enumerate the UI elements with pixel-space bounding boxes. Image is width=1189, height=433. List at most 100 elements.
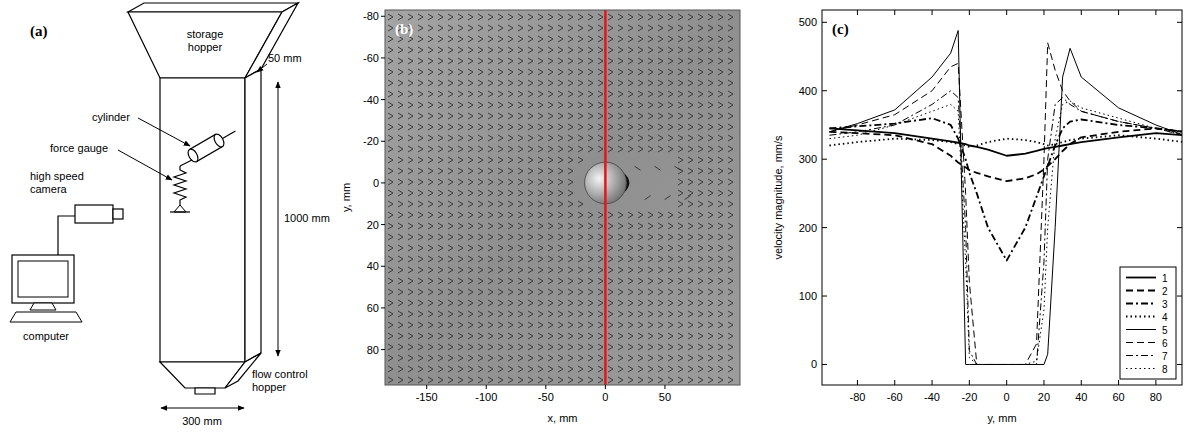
monitor [12, 255, 74, 303]
label: 50 mm [268, 52, 302, 64]
x-tick [1043, 380, 1044, 385]
y-tick-label: -20 [363, 135, 379, 147]
y-tick [381, 307, 385, 308]
cable [58, 216, 75, 255]
y-tick-label: 0 [811, 358, 817, 370]
panel-a: storagehopper50 mm1000 mmcylinderforce g… [10, 3, 330, 427]
wake-arrows [635, 166, 691, 199]
screen [18, 261, 68, 297]
label: storagehopper [187, 28, 224, 53]
legend-label: 5 [1162, 325, 1168, 336]
y-tick [381, 16, 385, 17]
stand [30, 303, 56, 310]
label-line: storage [187, 28, 224, 40]
label: 1000 mm [284, 212, 330, 224]
y-tick [381, 266, 385, 267]
series-line [829, 128, 1182, 181]
gauge-ground [170, 211, 190, 212]
label: flow controlhopper [252, 368, 308, 393]
label: computer [23, 330, 69, 342]
y-tick-label: 80 [367, 344, 379, 356]
keyboard [10, 312, 82, 322]
x-tick [1081, 380, 1082, 385]
x-axis-title: y, mm [987, 412, 1016, 424]
x-tick-label: 0 [602, 391, 608, 403]
legend-label: 3 [1162, 299, 1168, 310]
x-tick [857, 10, 858, 15]
legend-swatch [1126, 290, 1156, 292]
camera-lens [113, 209, 123, 219]
gauge-link [180, 160, 192, 166]
cylinder-end [212, 132, 226, 148]
x-tick-label: 60 [1112, 391, 1124, 403]
legend: 12345678 [1120, 267, 1176, 379]
x-tick [969, 380, 970, 385]
series-line [829, 135, 1182, 147]
panel-label: (a) [30, 23, 48, 40]
y-tick [1177, 227, 1182, 228]
y-tick-label: 40 [367, 260, 379, 272]
x-tick [1118, 380, 1119, 385]
label-line: camera [30, 183, 68, 195]
hopper-side [245, 3, 298, 78]
x-tick-label: -60 [887, 391, 903, 403]
gauge-base [174, 205, 186, 212]
hopper-top [128, 3, 298, 12]
legend-swatch [1126, 277, 1156, 279]
camera-body [75, 205, 113, 223]
y-tick-label: 100 [799, 290, 817, 302]
depth-arrow [257, 64, 267, 72]
y-tick [1177, 90, 1182, 91]
outlet [195, 388, 215, 394]
y-tick-label: 400 [799, 85, 817, 97]
panel-label: (b) [395, 21, 413, 38]
legend-swatch [1126, 316, 1156, 318]
x-tick-label: 20 [1038, 391, 1050, 403]
x-tick-label: 40 [1075, 391, 1087, 403]
x-tick [894, 380, 895, 385]
x-tick [932, 380, 933, 385]
x-tick [1081, 10, 1082, 15]
cylinder-shape [186, 125, 239, 164]
label: cylinder [92, 111, 130, 123]
y-tick [822, 159, 827, 160]
legend-swatch [1126, 355, 1156, 356]
legend-swatch [1126, 303, 1156, 305]
y-tick-label: -80 [363, 10, 379, 22]
box-side [245, 69, 261, 362]
label: 300 mm [182, 415, 222, 427]
y-tick-label: 500 [799, 16, 817, 28]
section-line [604, 10, 607, 385]
spring [174, 166, 186, 205]
figure: storagehopper50 mm1000 mmcylinderforce g… [0, 0, 1189, 433]
plot-area [385, 10, 740, 385]
y-tick [822, 227, 827, 228]
x-tick-label: -40 [924, 391, 940, 403]
legend-swatch [1126, 342, 1156, 343]
legend-label: 4 [1162, 312, 1168, 323]
label-line: hopper [188, 41, 223, 53]
x-tick [664, 385, 665, 389]
x-tick [1155, 380, 1156, 385]
x-tick [605, 385, 606, 389]
label-line: hopper [252, 381, 287, 393]
y-tick-label: 300 [799, 153, 817, 165]
plot-background [822, 10, 1182, 385]
leader [118, 150, 172, 180]
panel-c: -80-60-40-200204060800100200300400500y, … [772, 10, 1184, 424]
panel-label: (c) [832, 21, 849, 38]
y-tick [1177, 159, 1182, 160]
legend-swatch [1126, 368, 1156, 369]
x-tick [545, 385, 546, 389]
box-front [160, 78, 245, 362]
series-line [829, 128, 1182, 155]
leader [138, 118, 190, 146]
y-tick [381, 182, 385, 183]
height-arrow [278, 82, 279, 356]
y-tick [381, 99, 385, 100]
y-tick-label: 0 [373, 177, 379, 189]
x-axis-title: x, mm [548, 412, 578, 424]
frame [822, 10, 1182, 385]
y-tick [822, 364, 827, 365]
frame [385, 10, 740, 385]
